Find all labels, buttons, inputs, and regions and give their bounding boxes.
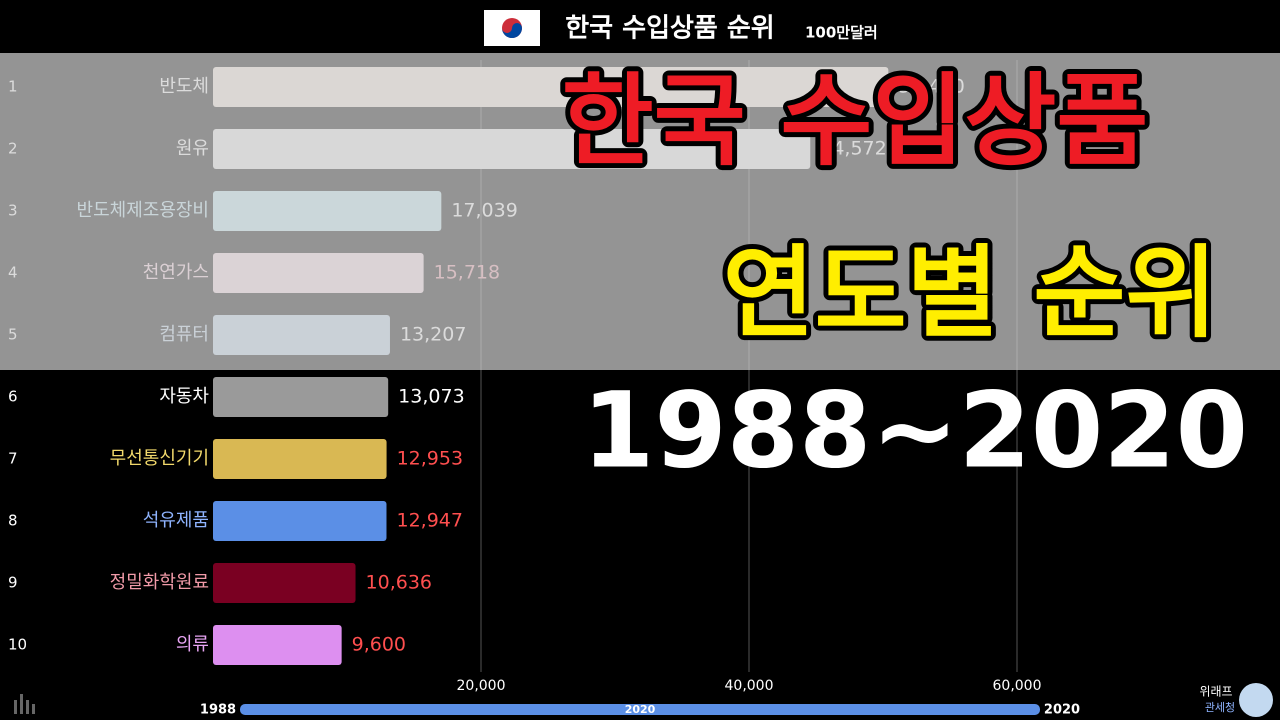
category-label: 의류 (176, 634, 209, 655)
overlay-years: 1988~2020 (582, 369, 1248, 491)
rank-label: 8 (8, 512, 18, 530)
rank-label: 10 (8, 636, 27, 654)
watermark-source: 관세청 (1205, 701, 1235, 714)
timeline-start: 1988 (200, 703, 236, 718)
overlay-title: 한국 수입상품 (562, 62, 1149, 179)
category-label: 자동차 (159, 386, 209, 407)
bar (213, 501, 387, 541)
rank-label: 7 (8, 450, 18, 468)
chart-title: 한국 수입상품 순위 (565, 14, 774, 44)
value-label: 12,947 (396, 510, 462, 532)
flag-icon (484, 10, 540, 46)
x-tick-label: 40,000 (725, 678, 774, 694)
watermark-name: 위래프 (1199, 685, 1232, 699)
category-label: 정밀화학원료 (110, 572, 209, 593)
bars-icon (14, 694, 35, 714)
bar (213, 377, 389, 417)
x-tick-label: 60,000 (993, 678, 1042, 694)
bar (213, 563, 356, 603)
timeline-end: 2020 (1044, 703, 1080, 718)
value-label: 13,073 (398, 386, 464, 408)
bar (213, 439, 387, 479)
value-label: 12,953 (397, 448, 463, 470)
value-label: 9,600 (352, 634, 406, 656)
timeline-bar[interactable] (240, 704, 1040, 715)
watermark-logo (1239, 683, 1273, 717)
category-label: 무선통신기기 (110, 448, 209, 469)
rank-label: 9 (8, 574, 18, 592)
bar (213, 625, 342, 665)
x-tick-label: 20,000 (457, 678, 506, 694)
category-label: 석유제품 (143, 510, 209, 531)
timeline-current: 2020 (625, 703, 656, 716)
rank-label: 6 (8, 388, 18, 406)
overlay-panel (0, 53, 1280, 370)
overlay-subtitle: 연도별 순위 (723, 234, 1218, 351)
value-label: 10,636 (366, 572, 432, 594)
chart-subtitle: 100만달러 (805, 24, 878, 42)
